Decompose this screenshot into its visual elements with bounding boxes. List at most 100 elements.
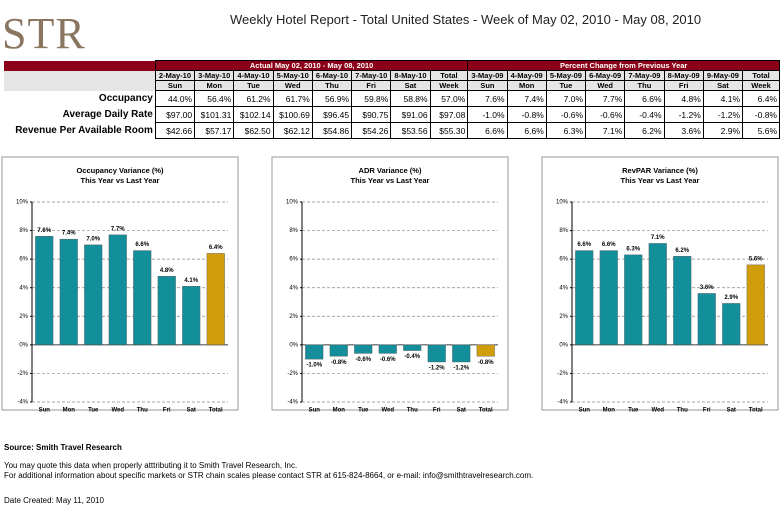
date-header: 9-May-09 [702, 70, 744, 81]
cell: $91.06 [390, 106, 431, 123]
chart-frame [271, 156, 509, 411]
x-tick-label: Tue [628, 408, 639, 412]
chart-title: RevPAR Variance (%) [622, 166, 698, 175]
y-tick-label: 4% [19, 285, 28, 291]
row-label: Occupancy [4, 90, 156, 107]
cell: $53.56 [390, 122, 431, 139]
chart-title: Occupancy Variance (%) [76, 166, 164, 175]
date-header: 5-May-10 [272, 70, 313, 81]
blank [4, 80, 156, 91]
bar [697, 293, 716, 346]
day-header: Sun [467, 80, 508, 91]
y-tick-label: 8% [19, 228, 28, 234]
day-header: Tue [233, 80, 274, 91]
value-label: -0.8% [331, 360, 347, 366]
cell: 5.6% [742, 122, 780, 139]
days-row: Sun Mon Tue Wed Thu Fri Sat Week Sun Mon Tue Wed Thu… [4, 80, 780, 91]
cell: $97.00 [154, 106, 196, 123]
date-header: 3-May-09 [467, 70, 508, 81]
cell: $101.31 [194, 106, 235, 123]
x-tick-label: Thu [677, 408, 688, 412]
x-tick-label: Sun [39, 408, 51, 412]
cell: 6.6% [467, 122, 508, 139]
bar [305, 344, 324, 360]
date-header: 4-May-10 [233, 70, 274, 81]
value-label: 6.3% [626, 246, 640, 252]
cell: -1.2% [702, 106, 744, 123]
value-label: 2.9% [724, 295, 738, 301]
cell: 7.7% [585, 90, 626, 107]
day-header: Wed [585, 80, 626, 91]
y-tick-label: -4% [17, 400, 28, 406]
cell: 4.1% [702, 90, 744, 107]
data-row: Average Daily Rate $97.00 $101.31 $102.14 $1… [4, 106, 780, 123]
bar [575, 250, 594, 346]
value-label: 7.1% [651, 235, 665, 241]
cell: 57.0% [429, 90, 469, 107]
y-tick-label: 8% [559, 228, 568, 234]
value-label: 6.4% [209, 245, 223, 251]
value-label: -1.0% [306, 363, 322, 369]
cell: 2.9% [702, 122, 744, 139]
date-header: 6-May-09 [585, 70, 626, 81]
day-header: Fri [351, 80, 392, 91]
bar [354, 344, 373, 354]
date-header: 8-May-10 [390, 70, 431, 81]
cell: -0.8% [742, 106, 780, 123]
date-header: 4-May-09 [506, 70, 547, 81]
bar [108, 234, 127, 346]
cell: 56.9% [311, 90, 353, 107]
cell: -1.0% [467, 106, 508, 123]
source: Source: Smith Travel Research [4, 443, 122, 452]
value-label: -0.4% [404, 354, 420, 360]
bar [452, 344, 471, 363]
x-tick-label: Total [479, 408, 493, 412]
cell: $55.30 [429, 122, 469, 139]
charts: Occupancy Variance (%) This Year vs Last … [1, 156, 779, 412]
y-tick-label: 4% [559, 285, 568, 291]
cell: $96.45 [311, 106, 353, 123]
cell: 6.2% [624, 122, 665, 139]
cell: -0.4% [624, 106, 665, 123]
blank [4, 70, 156, 81]
row-label: Revenue Per Available Room [4, 122, 156, 139]
cell: 58.8% [390, 90, 431, 107]
y-tick-label: 0% [19, 342, 28, 348]
x-tick-label: Wed [111, 408, 124, 412]
bar [427, 344, 446, 363]
day-header: Mon [506, 80, 547, 91]
cell: $100.69 [272, 106, 313, 123]
x-tick-label: Mon [603, 408, 616, 412]
y-tick-label: -2% [287, 371, 298, 377]
x-tick-label: Fri [163, 408, 171, 412]
x-tick-label: Mon [333, 408, 346, 412]
x-tick-label: Sat [727, 408, 736, 412]
x-tick-label: Sat [457, 408, 466, 412]
x-tick-label: Sat [187, 408, 196, 412]
day-header: Week [742, 80, 780, 91]
day-header: Sat [702, 80, 744, 91]
y-tick-label: 2% [19, 314, 28, 320]
bar [378, 344, 397, 354]
date-header: 2-May-10 [154, 70, 196, 81]
group-row: Actual May 02, 2010 - May 08, 2010 Percen… [4, 60, 780, 71]
cell: -0.6% [545, 106, 587, 123]
data-row: Occupancy 44.0% 56.4% 61.2% 61.7% 56.9% 59.8% 5… [4, 90, 780, 107]
y-tick-label: 0% [559, 342, 568, 348]
date-header: Total [429, 70, 469, 81]
cell: 6.3% [545, 122, 587, 139]
x-tick-label: Fri [433, 408, 441, 412]
y-tick-label: 6% [559, 257, 568, 263]
day-header: Thu [311, 80, 353, 91]
bar [746, 264, 765, 346]
y-tick-label: -4% [557, 400, 568, 406]
x-tick-label: Fri [703, 408, 711, 412]
day-header: Mon [194, 80, 235, 91]
bar [648, 243, 667, 346]
cell: 7.4% [506, 90, 547, 107]
y-tick-label: 8% [289, 228, 298, 234]
chart-subtitle: This Year vs Last Year [351, 176, 430, 185]
cell: $62.12 [272, 122, 313, 139]
bar [59, 238, 78, 346]
